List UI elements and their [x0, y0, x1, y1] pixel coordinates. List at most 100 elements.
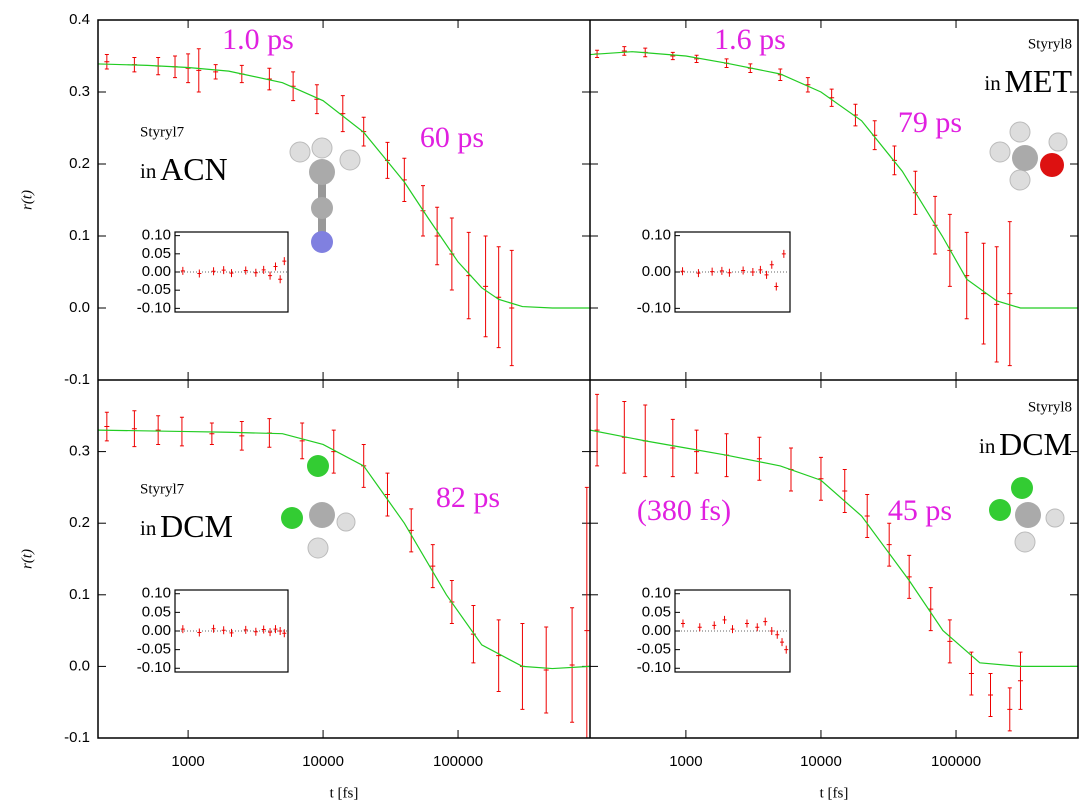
data-point	[1017, 651, 1023, 710]
plot-area	[590, 380, 1078, 738]
data-point	[670, 418, 676, 478]
data-point	[842, 469, 848, 513]
data-point	[104, 411, 110, 442]
inset-point	[758, 265, 763, 274]
annotation: 1.6 ps	[714, 23, 786, 56]
annotation: 1.0 ps	[222, 23, 294, 56]
inset-y-tick-label: -0.05	[137, 641, 171, 658]
solvent-prefix: in	[140, 516, 157, 540]
inset-point	[261, 265, 266, 274]
inset-point	[197, 628, 202, 637]
inset-point	[712, 621, 717, 630]
data-point	[829, 88, 835, 107]
inset-point	[697, 623, 702, 632]
solvent-name: DCM	[160, 508, 233, 544]
inset-point	[282, 257, 287, 266]
data-point	[340, 95, 346, 133]
data-point	[994, 246, 1000, 363]
x-tick-label: 10000	[800, 753, 842, 770]
fit-line	[590, 51, 1078, 309]
data-point	[872, 120, 878, 151]
data-point	[756, 436, 762, 481]
inset-point	[278, 627, 283, 635]
inset-point	[719, 266, 724, 275]
solvent-label: in DCM	[140, 508, 233, 544]
data-point	[209, 422, 215, 445]
data-point	[131, 410, 137, 448]
solvent-label: in MET	[984, 63, 1072, 99]
inset-point	[253, 627, 258, 636]
inset-y-tick-label: 0.05	[142, 245, 171, 262]
inset-point	[727, 268, 732, 277]
molecule-dcm	[989, 477, 1065, 553]
x-axis-label: t [fs]	[820, 785, 849, 801]
data-point	[1007, 687, 1013, 732]
inset-y-tick-label: 0.00	[642, 263, 671, 280]
inset-y-tick-label: 0.10	[642, 227, 671, 244]
data-point	[928, 587, 934, 632]
data-point	[694, 54, 700, 63]
molecule-dcm	[281, 455, 356, 559]
inset-point	[243, 625, 248, 634]
inset-point	[680, 267, 685, 276]
data-point	[408, 508, 414, 553]
molecule-met	[989, 121, 1068, 191]
data-point	[818, 456, 824, 501]
inset-y-tick-label: 0.05	[642, 603, 671, 620]
sample-label: Styryl8	[1028, 399, 1072, 415]
inset-y-tick-label: 0.00	[142, 263, 171, 280]
fit-line	[98, 63, 590, 309]
data-point	[509, 249, 515, 367]
y-tick-label: 0.2	[69, 514, 90, 531]
inset-y-tick-label: 0.05	[142, 603, 171, 620]
inset-point	[243, 266, 248, 275]
inset-y-tick-label: 0.00	[642, 622, 671, 639]
inset-point	[730, 625, 735, 634]
inset-point	[750, 268, 755, 276]
data-point	[496, 246, 502, 349]
data-point	[968, 651, 974, 696]
y-tick-label: 0.3	[69, 443, 90, 460]
inset-point	[775, 630, 780, 639]
inset-point	[268, 271, 273, 280]
data-point	[384, 141, 390, 179]
y-axis-label: r(t)	[19, 549, 35, 569]
x-tick-label: 1000	[669, 753, 702, 770]
data-point	[266, 67, 272, 91]
annotation: 82 ps	[436, 481, 500, 514]
y-tick-label: 0.3	[69, 83, 90, 100]
y-tick-label: -0.1	[64, 729, 90, 746]
data-point	[621, 46, 627, 56]
x-tick-label: 10000	[302, 753, 344, 770]
data-point	[384, 472, 390, 517]
inset-point	[755, 623, 760, 632]
inset-point	[741, 266, 746, 275]
inset-point	[680, 619, 685, 628]
data-point	[185, 53, 191, 84]
data-point	[470, 605, 476, 664]
inset-y-tick-label: -0.05	[137, 281, 171, 298]
plot-area	[98, 20, 590, 380]
inset-point	[180, 625, 185, 634]
x-tick-label: 1000	[171, 753, 204, 770]
inset-point	[229, 628, 234, 637]
inset-point	[253, 268, 258, 277]
inset-point	[780, 638, 785, 647]
y-tick-label: 0.1	[69, 586, 90, 603]
data-point	[331, 429, 337, 474]
inset-y-tick-label: 0.10	[142, 585, 171, 602]
inset-y-tick-label: 0.10	[142, 227, 171, 244]
data-point	[543, 626, 549, 714]
inset-point	[696, 269, 701, 278]
inset-y-tick-label: -0.10	[637, 299, 671, 316]
inset-point	[211, 267, 216, 276]
inset-point	[282, 629, 287, 638]
inset-point	[197, 269, 202, 278]
data-point	[864, 494, 870, 539]
data-point	[569, 607, 575, 723]
inset-point	[763, 617, 768, 626]
data-point	[584, 486, 590, 738]
sample-label: Styryl8	[1028, 36, 1072, 52]
inset-point	[273, 625, 278, 634]
